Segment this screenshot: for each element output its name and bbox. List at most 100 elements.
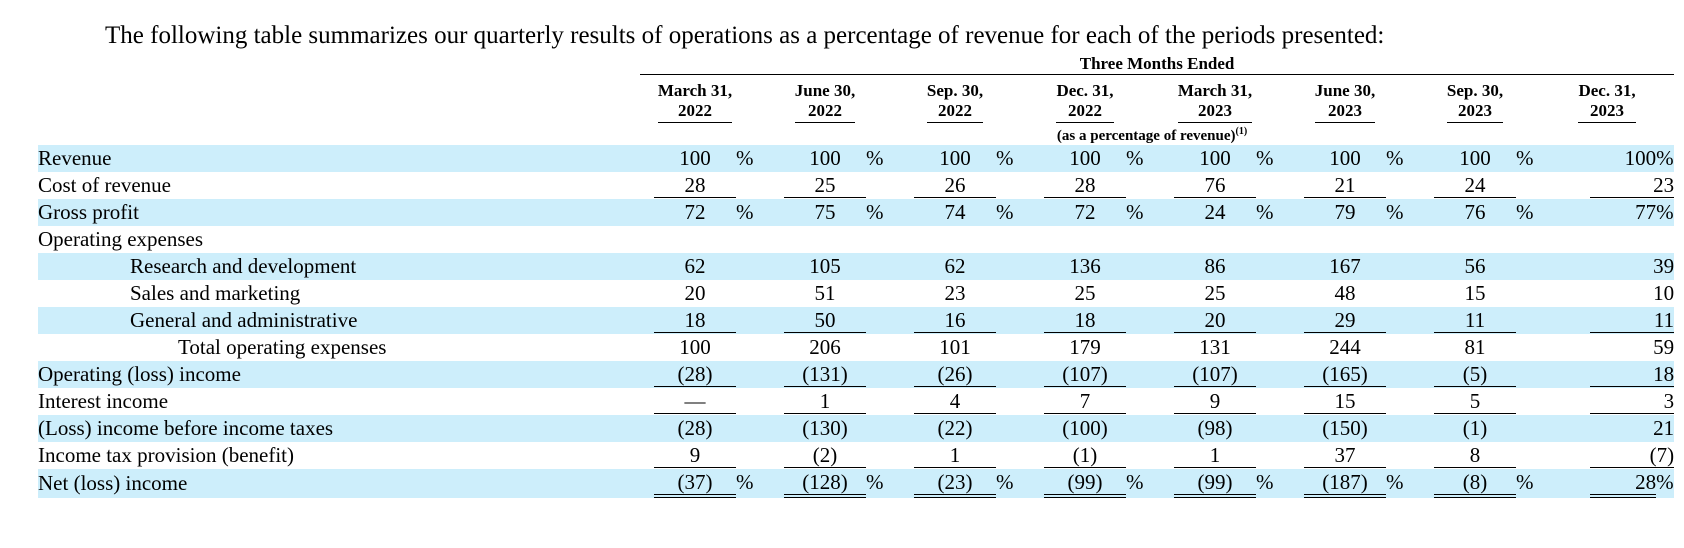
row-label: Operating expenses xyxy=(38,227,204,251)
row-interest-income: Interest income — 1 4 7 9 15 5 3 xyxy=(38,388,1675,415)
cell-value: 15 xyxy=(1304,389,1386,414)
cell-value: 206 xyxy=(809,335,841,359)
table-cell: 56 xyxy=(1410,253,1540,280)
cell-value: 28 xyxy=(654,173,736,198)
table-cell: 62 xyxy=(630,253,760,280)
table-cell: 25 xyxy=(1020,280,1150,307)
table-cell: (1) xyxy=(1410,415,1540,442)
cell-suffix: % xyxy=(1256,470,1274,494)
intro-text: The following table summarizes our quart… xyxy=(105,22,1385,49)
cell-suffix: % xyxy=(1656,470,1674,494)
column-header: June 30, 2022 xyxy=(760,75,890,123)
column-header: June 30, 2023 xyxy=(1280,75,1410,123)
table-cell: (165) xyxy=(1280,361,1410,388)
cell-value: 244 xyxy=(1329,335,1361,359)
table-cell: 74% xyxy=(890,199,1020,226)
table-cell: (99)% xyxy=(1150,469,1280,498)
cell-suffix: % xyxy=(1386,470,1404,494)
cell-suffix: % xyxy=(1126,200,1144,224)
table-cell: (37)% xyxy=(630,469,760,498)
cell-value: 16 xyxy=(914,308,996,333)
table-cell: (187)% xyxy=(1280,469,1410,498)
table-cell: 37 xyxy=(1280,442,1410,469)
table-cell xyxy=(1150,226,1280,253)
cell-value: (23) xyxy=(914,471,996,498)
row-operating-loss-income: Operating (loss) income (28) (131) (26) (107… xyxy=(38,361,1675,388)
table-cell: 3 xyxy=(1540,388,1675,415)
cell-value: 51 xyxy=(814,281,836,305)
cell-value: (28) xyxy=(677,416,713,440)
cell-value: 86 xyxy=(1204,254,1226,278)
cell-value: 100 xyxy=(1624,146,1657,170)
row-label: Sales and marketing xyxy=(130,281,301,305)
cell-value: 10 xyxy=(1653,281,1675,305)
table-cell: (7) xyxy=(1540,442,1675,469)
table-cell: 62 xyxy=(890,253,1020,280)
table-cell: 28% xyxy=(1540,469,1675,498)
table-cell: 24% xyxy=(1150,199,1280,226)
cell-value: 18 xyxy=(1590,362,1675,387)
cell-suffix: % xyxy=(1386,200,1404,224)
cell-value: 3 xyxy=(1590,389,1675,414)
table-cell: (28) xyxy=(630,415,760,442)
cell-value: (22) xyxy=(937,416,973,440)
table-cell xyxy=(1020,226,1150,253)
row-label: Interest income xyxy=(38,389,169,413)
cell-suffix: % xyxy=(1126,470,1144,494)
three-months-ended-header: Three Months Ended xyxy=(630,54,1675,75)
cell-value: (26) xyxy=(914,362,996,387)
table-cell xyxy=(890,226,1020,253)
cell-suffix: % xyxy=(1126,146,1144,170)
table-cell: 4 xyxy=(890,388,1020,415)
cell-value: 23 xyxy=(1590,173,1675,198)
cell-value: 100 xyxy=(1199,146,1231,170)
table-cell: (22) xyxy=(890,415,1020,442)
table-cell: (98) xyxy=(1150,415,1280,442)
table-cell: 39 xyxy=(1540,253,1675,280)
percentage-of-revenue-header: (as a percentage of revenue)(1) xyxy=(1056,126,1248,144)
row-general-and-administrative: General and administrative 18 50 16 18 20 29 11… xyxy=(38,307,1675,334)
cell-value: (28) xyxy=(654,362,736,387)
table-cell: 136 xyxy=(1020,253,1150,280)
cell-value: (165) xyxy=(1304,362,1386,387)
table-cell: 24 xyxy=(1410,172,1540,199)
table-body: Revenue 100% 100% 100% 100% 100% 100% 100% 100% C… xyxy=(38,145,1675,498)
cell-value: 100 xyxy=(1069,146,1101,170)
quarterly-results-table-wrap: Three Months Ended March 31, 2022 June 30… xyxy=(38,54,1675,498)
header-blank xyxy=(38,75,630,123)
table-cell: (150) xyxy=(1280,415,1410,442)
table-cell: 18 xyxy=(1020,307,1150,334)
table-cell: 18 xyxy=(630,307,760,334)
table-cell: (99)% xyxy=(1020,469,1150,498)
cell-value: 29 xyxy=(1304,308,1386,333)
cell-value: 76 xyxy=(1174,173,1256,198)
cell-value: 76 xyxy=(1464,200,1486,224)
cell-value: 167 xyxy=(1329,254,1361,278)
cell-value: (187) xyxy=(1304,471,1386,498)
cell-value: 136 xyxy=(1069,254,1101,278)
footnote-marker: (1) xyxy=(1235,126,1248,137)
table-cell xyxy=(1410,226,1540,253)
row-cost-of-revenue: Cost of revenue 28 25 26 28 76 21 24 23 xyxy=(38,172,1675,199)
table-cell: 72% xyxy=(1020,199,1150,226)
table-cell: 9 xyxy=(630,442,760,469)
cell-value: 8 xyxy=(1434,443,1516,468)
cell-value: (100) xyxy=(1062,416,1108,440)
table-cell: 26 xyxy=(890,172,1020,199)
row-operating-expenses: Operating expenses xyxy=(38,226,1674,253)
cell-value: 25 xyxy=(1074,281,1096,305)
table-cell: 48 xyxy=(1280,280,1410,307)
table-cell: 5 xyxy=(1410,388,1540,415)
cell-suffix: % xyxy=(996,470,1014,494)
table-cell: 72% xyxy=(630,199,760,226)
table-cell: 50 xyxy=(760,307,890,334)
table-cell: 23 xyxy=(1540,172,1675,199)
table-cell: 16 xyxy=(890,307,1020,334)
cell-value: 131 xyxy=(1199,335,1231,359)
table-cell: 7 xyxy=(1020,388,1150,415)
table-cell: 100% xyxy=(890,145,1020,172)
cell-suffix: % xyxy=(1516,146,1534,170)
cell-suffix: % xyxy=(1256,146,1274,170)
table-cell: (131) xyxy=(760,361,890,388)
table-cell: 23 xyxy=(890,280,1020,307)
